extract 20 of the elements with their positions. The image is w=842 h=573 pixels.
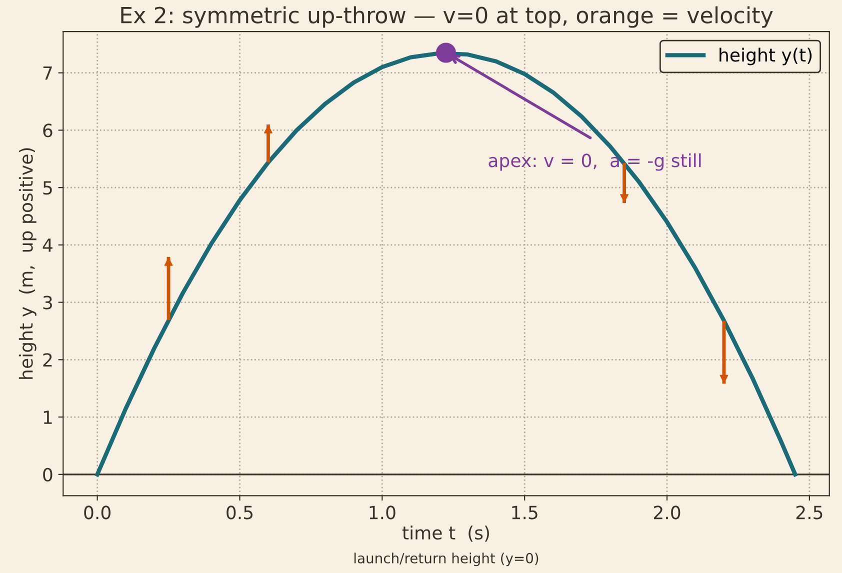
y-tick-label: 7 [43, 66, 52, 80]
x-tick-label: 2.5 [796, 506, 822, 520]
chart-title: Ex 2: symmetric up-throw — v=0 at top, orange = velocity [121, 6, 773, 28]
legend-label: height y(t) [720, 48, 812, 66]
ref-line-label: launch/return height (y=0) [354, 552, 538, 566]
y-tick-label: 0 [43, 468, 52, 482]
x-tick-label: 1.5 [512, 506, 538, 520]
y-tick-label: 1 [44, 410, 52, 424]
y-tick-label: 6 [43, 124, 52, 138]
x-axis-title: time t (s) [402, 526, 490, 542]
y-tick-label: 5 [43, 181, 52, 195]
x-tick-label: 1.0 [370, 506, 396, 520]
annotation: apex: v = 0, a = -g still [488, 153, 701, 171]
x-tick-label: 2.0 [654, 506, 680, 520]
x-tick-label: 0.0 [84, 506, 110, 520]
x-tick-label: 0.5 [226, 506, 253, 520]
y-tick-label: 3 [43, 296, 52, 310]
y-tick-label: 2 [43, 353, 52, 367]
y-tick-label: 4 [42, 238, 52, 252]
y-axis-title: height y (m, up positive) [18, 148, 36, 379]
